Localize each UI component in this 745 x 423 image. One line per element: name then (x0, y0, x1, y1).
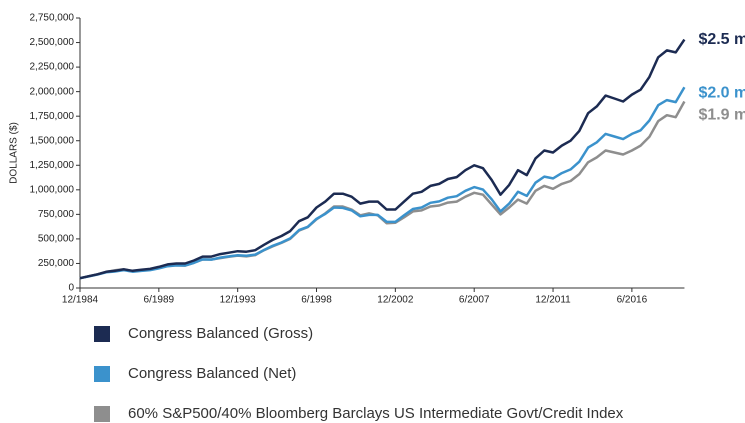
legend-swatch (94, 406, 110, 422)
y-tick-label: 1,000,000 (30, 184, 75, 195)
x-tick-label: 12/2011 (535, 295, 571, 306)
y-tick-label: 2,750,000 (30, 13, 75, 24)
legend-swatch (94, 326, 110, 342)
end-label: $1.9 m (698, 107, 745, 124)
y-tick-label: 1,750,000 (30, 111, 75, 122)
y-tick-label: 750,000 (38, 209, 75, 220)
y-tick-label: 2,500,000 (30, 37, 75, 48)
end-label: $2.0 m (698, 84, 745, 101)
x-tick-label: 6/2016 (617, 295, 648, 306)
legend-swatch (94, 366, 110, 382)
y-tick-label: 500,000 (38, 234, 75, 245)
x-tick-label: 6/1998 (301, 295, 332, 306)
x-tick-label: 6/1989 (144, 295, 175, 306)
x-tick-label: 6/2007 (459, 295, 490, 306)
series-line (79, 100, 686, 280)
x-tick-label: 12/1984 (62, 295, 99, 306)
y-tick-label: 1,250,000 (30, 160, 75, 171)
series-line (79, 86, 686, 280)
y-tick-label: 0 (68, 283, 74, 294)
y-tick-label: 2,000,000 (30, 86, 75, 97)
y-axis-label: DOLLARS ($) (9, 122, 20, 184)
y-tick-label: 250,000 (38, 258, 75, 269)
series-line (79, 38, 686, 280)
x-tick-label: 12/2002 (377, 295, 414, 306)
x-tick-label: 12/1993 (220, 295, 257, 306)
end-label: $2.5 m (698, 31, 745, 48)
y-tick-label: 2,250,000 (30, 62, 75, 73)
legend-label: Congress Balanced (Net) (128, 365, 296, 382)
legend-label: Congress Balanced (Gross) (128, 325, 313, 342)
legend-label: 60% S&P500/40% Bloomberg Barclays US Int… (128, 405, 624, 422)
y-tick-label: 1,500,000 (30, 135, 75, 146)
